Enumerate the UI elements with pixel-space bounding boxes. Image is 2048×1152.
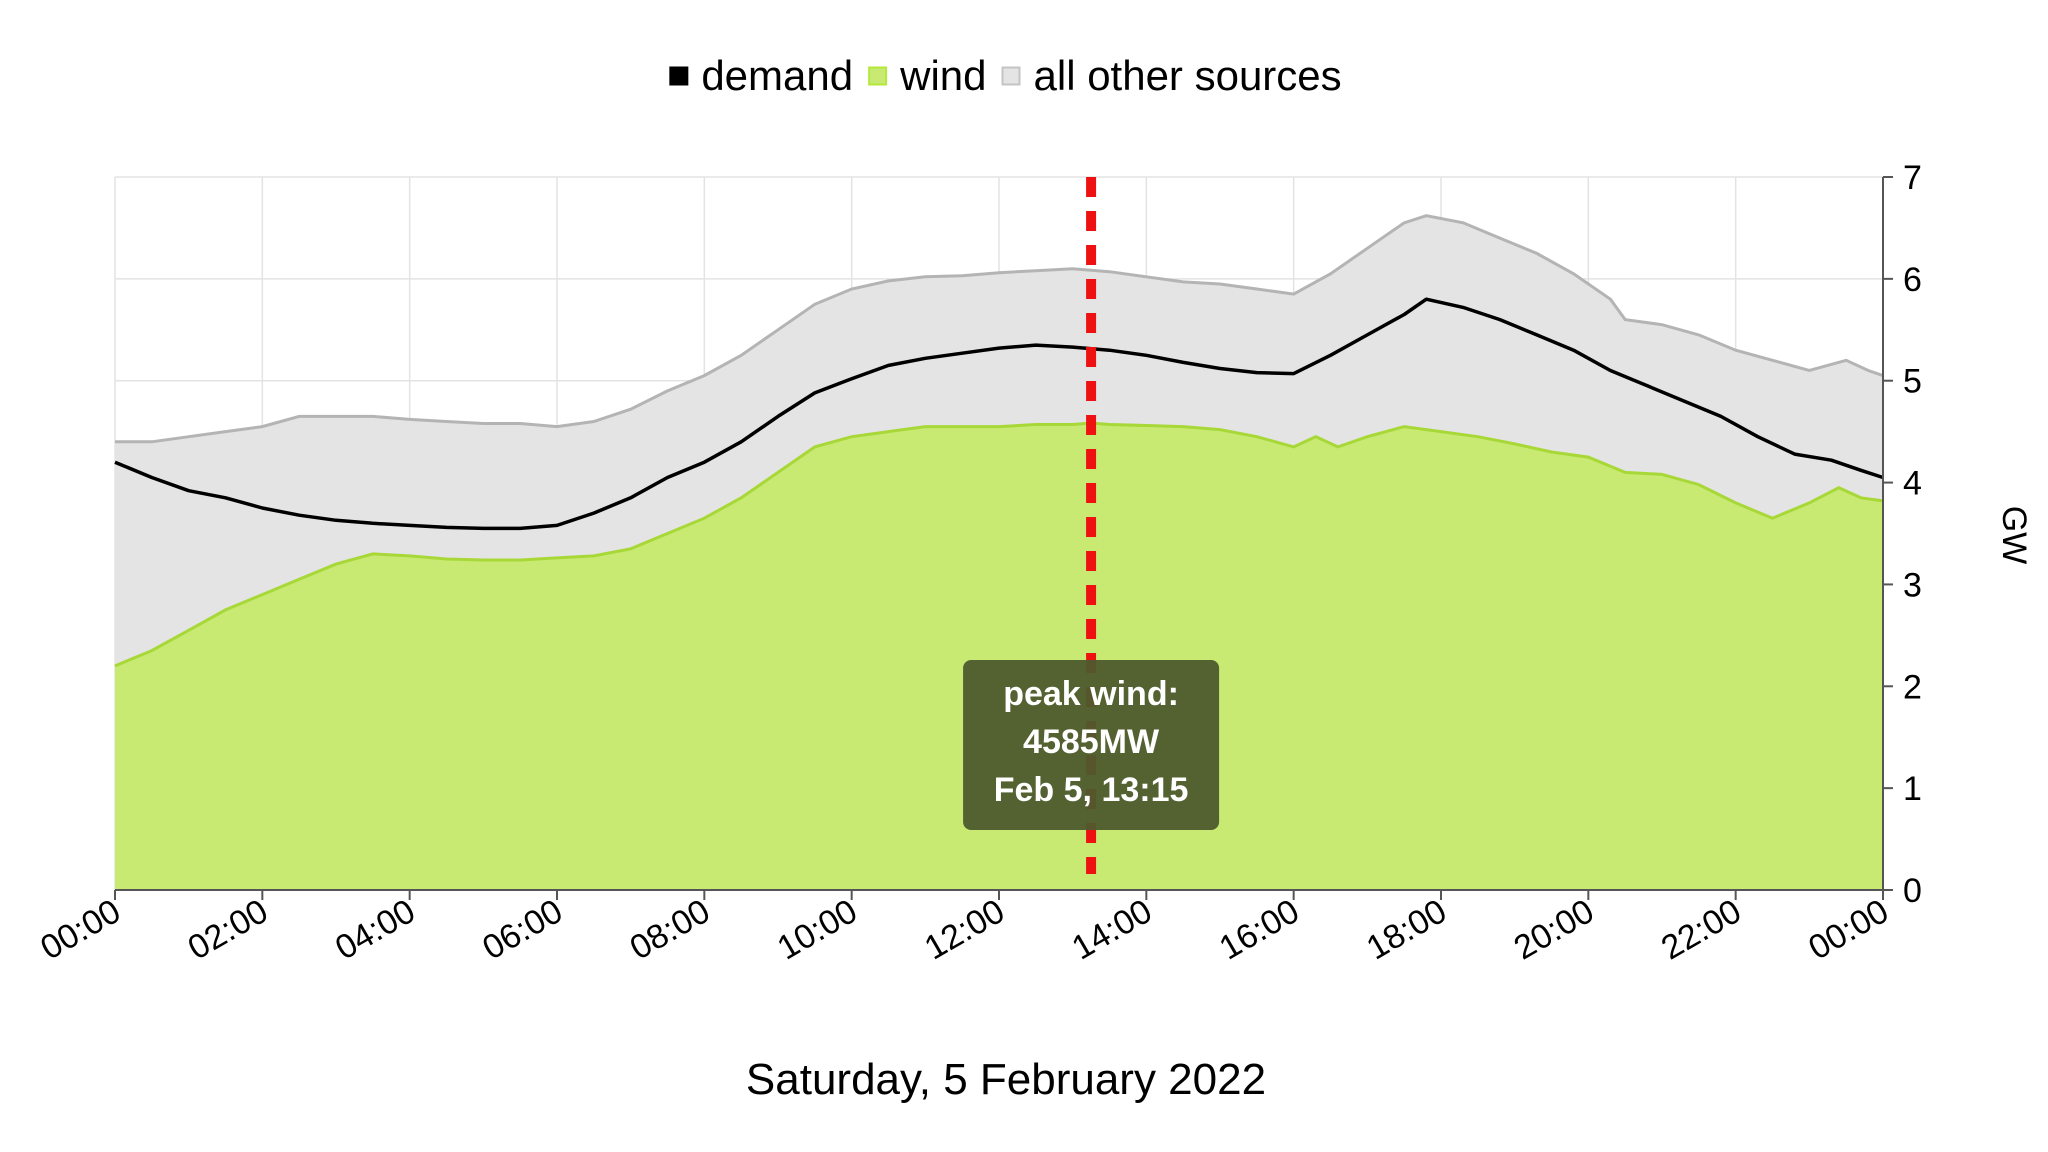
x-tick-label: 12:00 <box>918 892 1011 967</box>
y-tick-label: 3 <box>1903 566 1922 604</box>
legend-label: all other sources <box>1034 52 1342 99</box>
x-tick-label: 20:00 <box>1508 892 1601 967</box>
x-tick-label: 00:00 <box>34 892 127 967</box>
series-layer <box>114 214 1884 890</box>
y-tick-label: 6 <box>1903 261 1922 299</box>
legend-swatch <box>669 66 689 86</box>
legend-label: demand <box>701 52 853 99</box>
y-tick-label: 5 <box>1903 363 1922 401</box>
legend: demand wind all other sources <box>669 52 1342 99</box>
demand-line <box>114 297 1884 531</box>
wind-line <box>114 421 1884 668</box>
chart-caption: Saturday, 5 February 2022 <box>746 1055 1266 1104</box>
legend-item: all other sources <box>1001 52 1342 99</box>
legend-swatch <box>868 66 888 86</box>
x-tick-label: 02:00 <box>182 892 275 967</box>
x-tick-label: 08:00 <box>624 892 717 967</box>
x-tick-label: 00:00 <box>1802 892 1895 967</box>
callout-line-2: 4585MW <box>1023 723 1160 761</box>
x-tick-label: 22:00 <box>1655 892 1748 967</box>
x-tick-label: 10:00 <box>771 892 864 967</box>
peak-wind-annotation: peak wind: 4585MW Feb 5, 13:15 <box>963 177 1220 874</box>
y-tick-label: 2 <box>1903 668 1922 706</box>
x-tick-label: 16:00 <box>1213 892 1306 967</box>
x-tick-label: 04:00 <box>329 892 422 967</box>
x-tick-label: 18:00 <box>1360 892 1453 967</box>
callout-line-3: Feb 5, 13:15 <box>994 771 1189 809</box>
x-tick-label: 06:00 <box>476 892 569 967</box>
y-tick-label: 1 <box>1903 770 1922 808</box>
legend-swatch <box>1001 66 1021 86</box>
legend-item: wind <box>868 52 987 99</box>
y-tick-label: 0 <box>1903 872 1922 910</box>
legend-item: demand <box>669 52 853 99</box>
wind-area <box>115 423 1883 890</box>
y-tick-label: 7 <box>1903 159 1922 197</box>
y-tick-label: 4 <box>1903 465 1922 503</box>
legend-label: wind <box>899 52 986 99</box>
x-tick-label: 14:00 <box>1066 892 1159 967</box>
y-axis-label: GW <box>1995 506 2033 565</box>
callout-line-1: peak wind: <box>1003 675 1179 713</box>
callout-box <box>963 660 1220 830</box>
other-sources-line <box>115 214 1884 444</box>
